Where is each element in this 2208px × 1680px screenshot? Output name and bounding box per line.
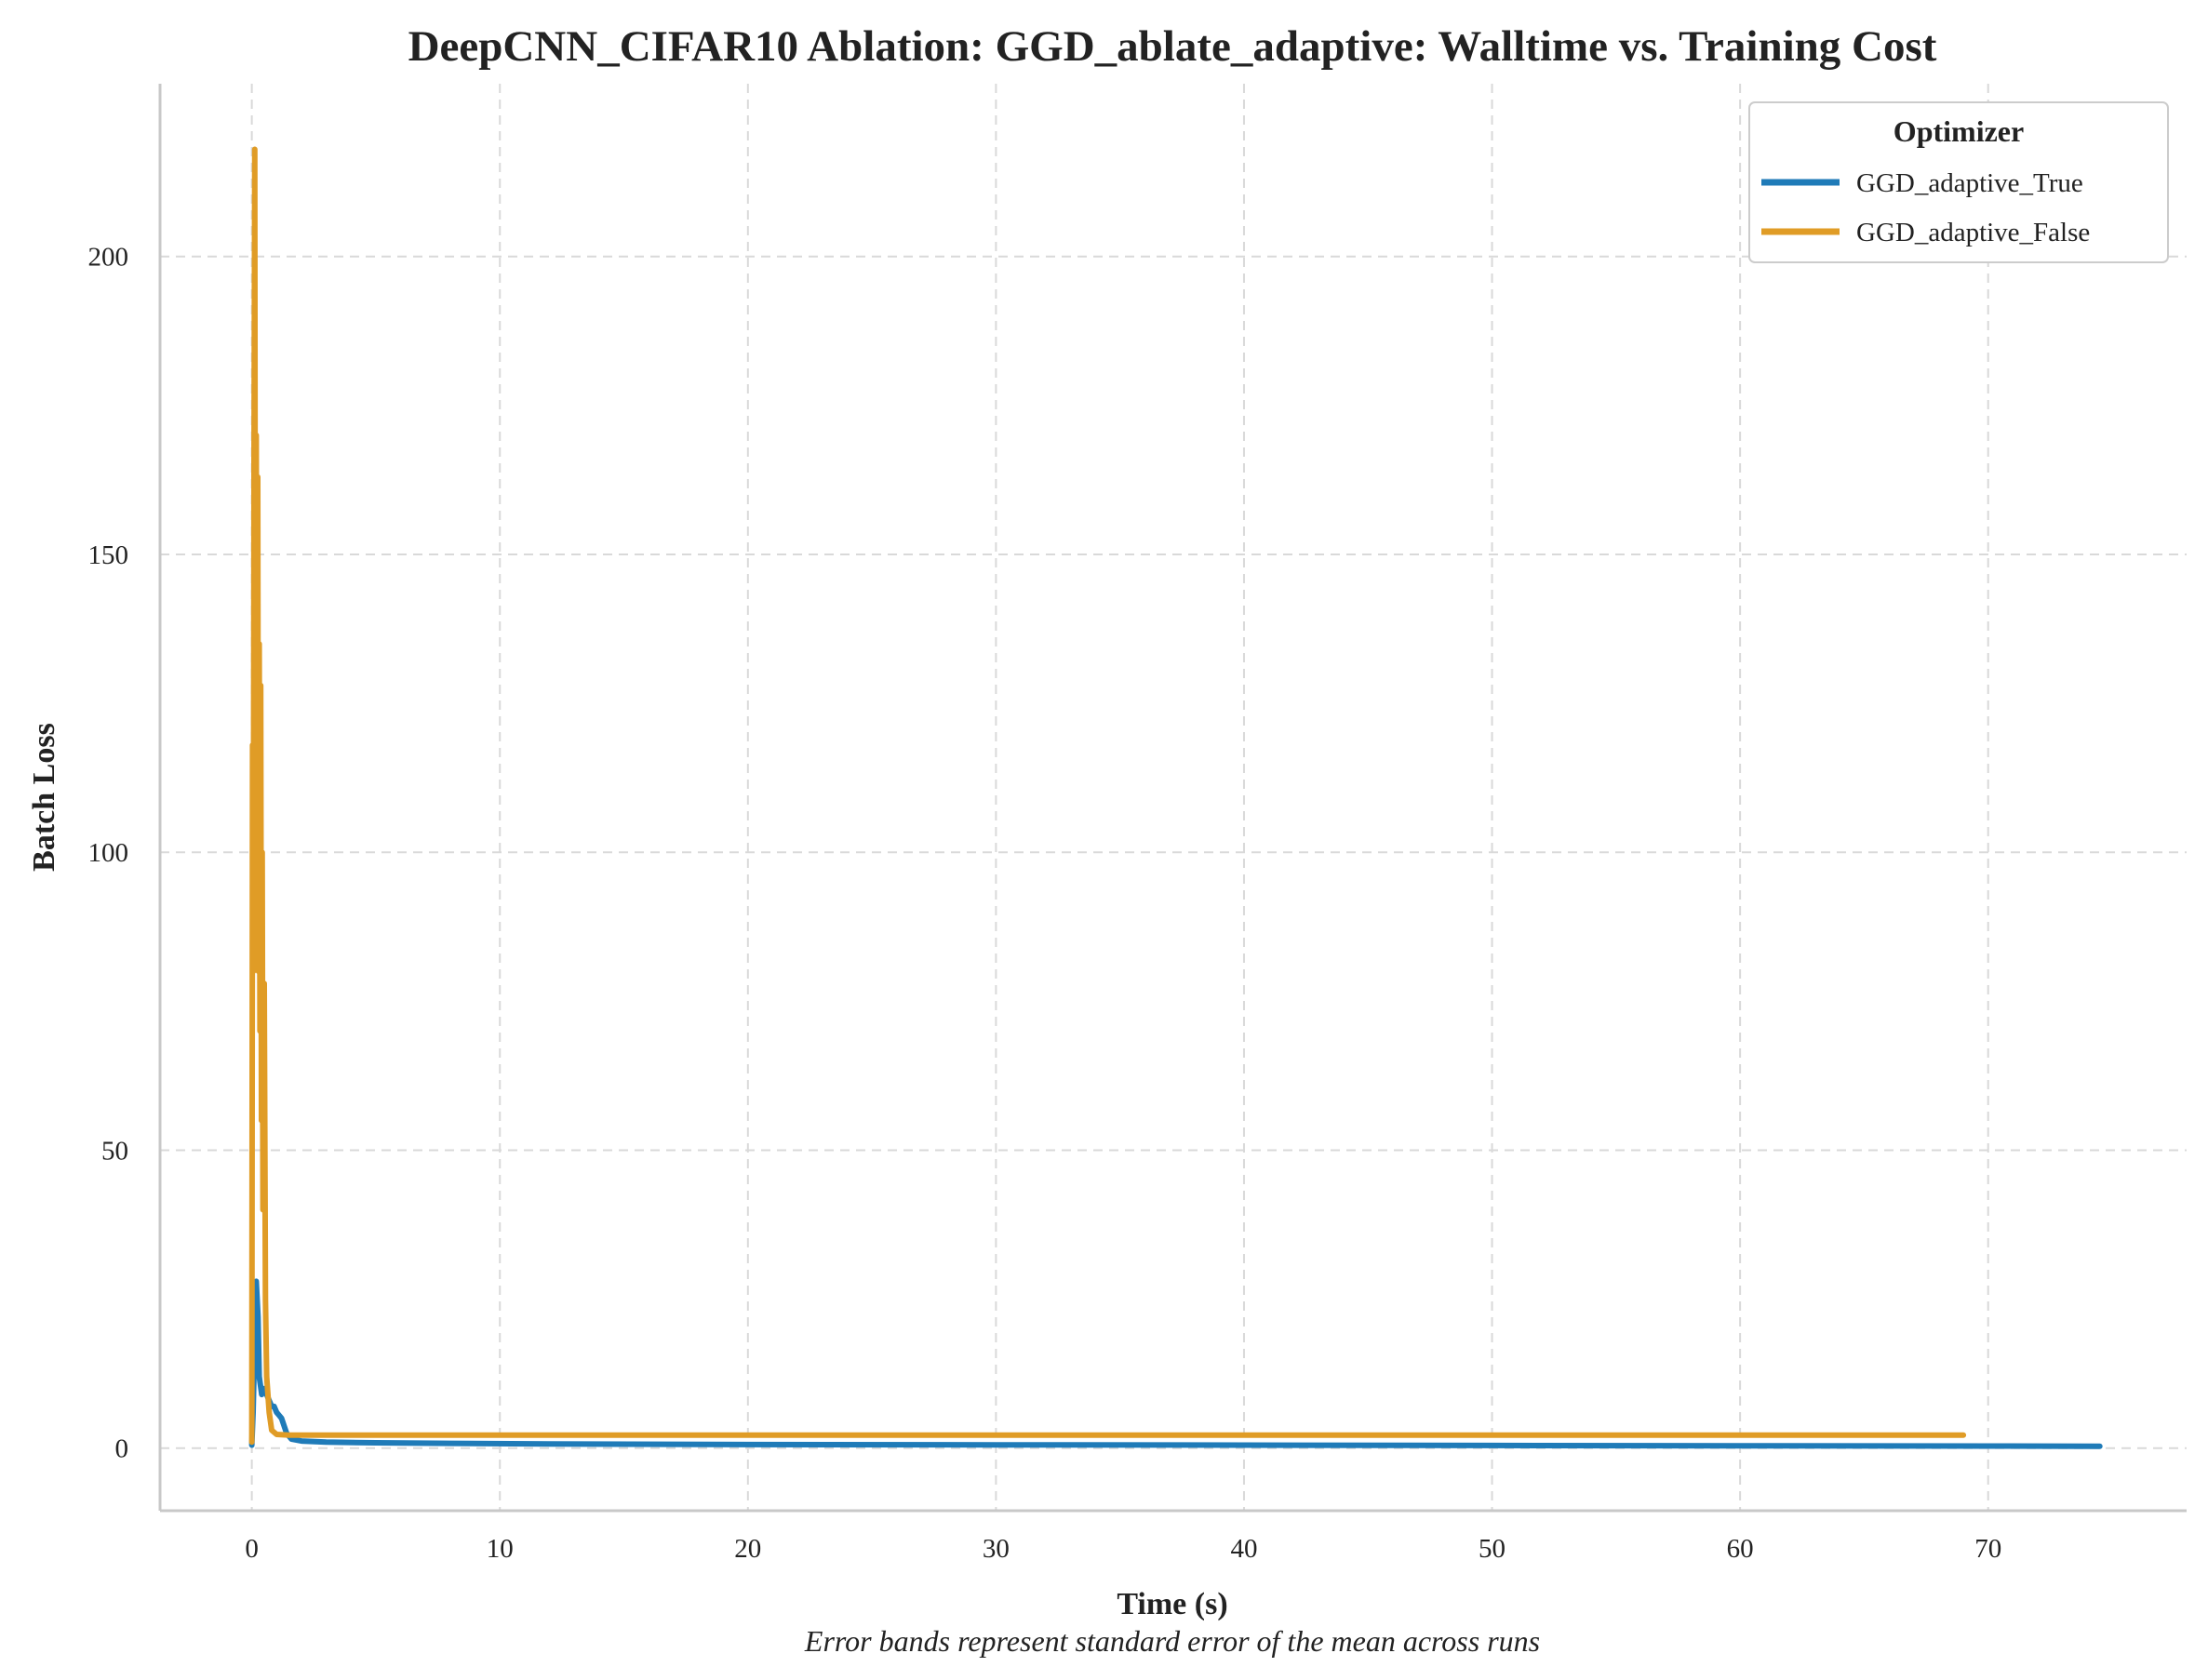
y-tick-label: 100 bbox=[88, 838, 129, 868]
series-line-1 bbox=[248, 146, 1967, 1446]
x-tick-label: 50 bbox=[1479, 1534, 1505, 1564]
x-tick-label: 20 bbox=[734, 1534, 761, 1564]
x-tick-label: 40 bbox=[1230, 1534, 1257, 1564]
y-tick-label: 50 bbox=[101, 1136, 128, 1166]
legend: Optimizer GGD_adaptive_True GGD_adaptive… bbox=[1748, 101, 2169, 263]
chart-title: DeepCNN_CIFAR10 Ablation: GGD_ablate_ada… bbox=[408, 22, 1937, 71]
y-tick-label: 0 bbox=[115, 1434, 129, 1464]
legend-label-series-0: GGD_adaptive_True bbox=[1856, 168, 2083, 198]
x-tick-label: 10 bbox=[487, 1534, 514, 1564]
y-tick-label: 200 bbox=[88, 243, 129, 273]
legend-label-series-1: GGD_adaptive_False bbox=[1856, 218, 2090, 247]
x-tick-label: 30 bbox=[983, 1534, 1010, 1564]
x-ticks: 0 10 20 30 40 50 60 70 bbox=[245, 1534, 2001, 1564]
x-tick-label: 60 bbox=[1727, 1534, 1754, 1564]
grid bbox=[160, 84, 2187, 1511]
x-axis-label: Time (s) bbox=[1117, 1587, 1227, 1621]
legend-title: Optimizer bbox=[1894, 114, 2024, 148]
y-ticks: 0 50 100 150 200 bbox=[88, 243, 129, 1464]
x-tick-label: 0 bbox=[245, 1534, 259, 1564]
legend-box bbox=[1748, 101, 2169, 263]
series-layer bbox=[248, 146, 2103, 1449]
y-tick-label: 150 bbox=[88, 540, 129, 570]
footnote: Error bands represent standard error of … bbox=[804, 1624, 1540, 1658]
series-line-0 bbox=[248, 1278, 2103, 1449]
y-axis-label: Batch Loss bbox=[27, 723, 61, 872]
x-tick-label: 70 bbox=[1974, 1534, 2001, 1564]
